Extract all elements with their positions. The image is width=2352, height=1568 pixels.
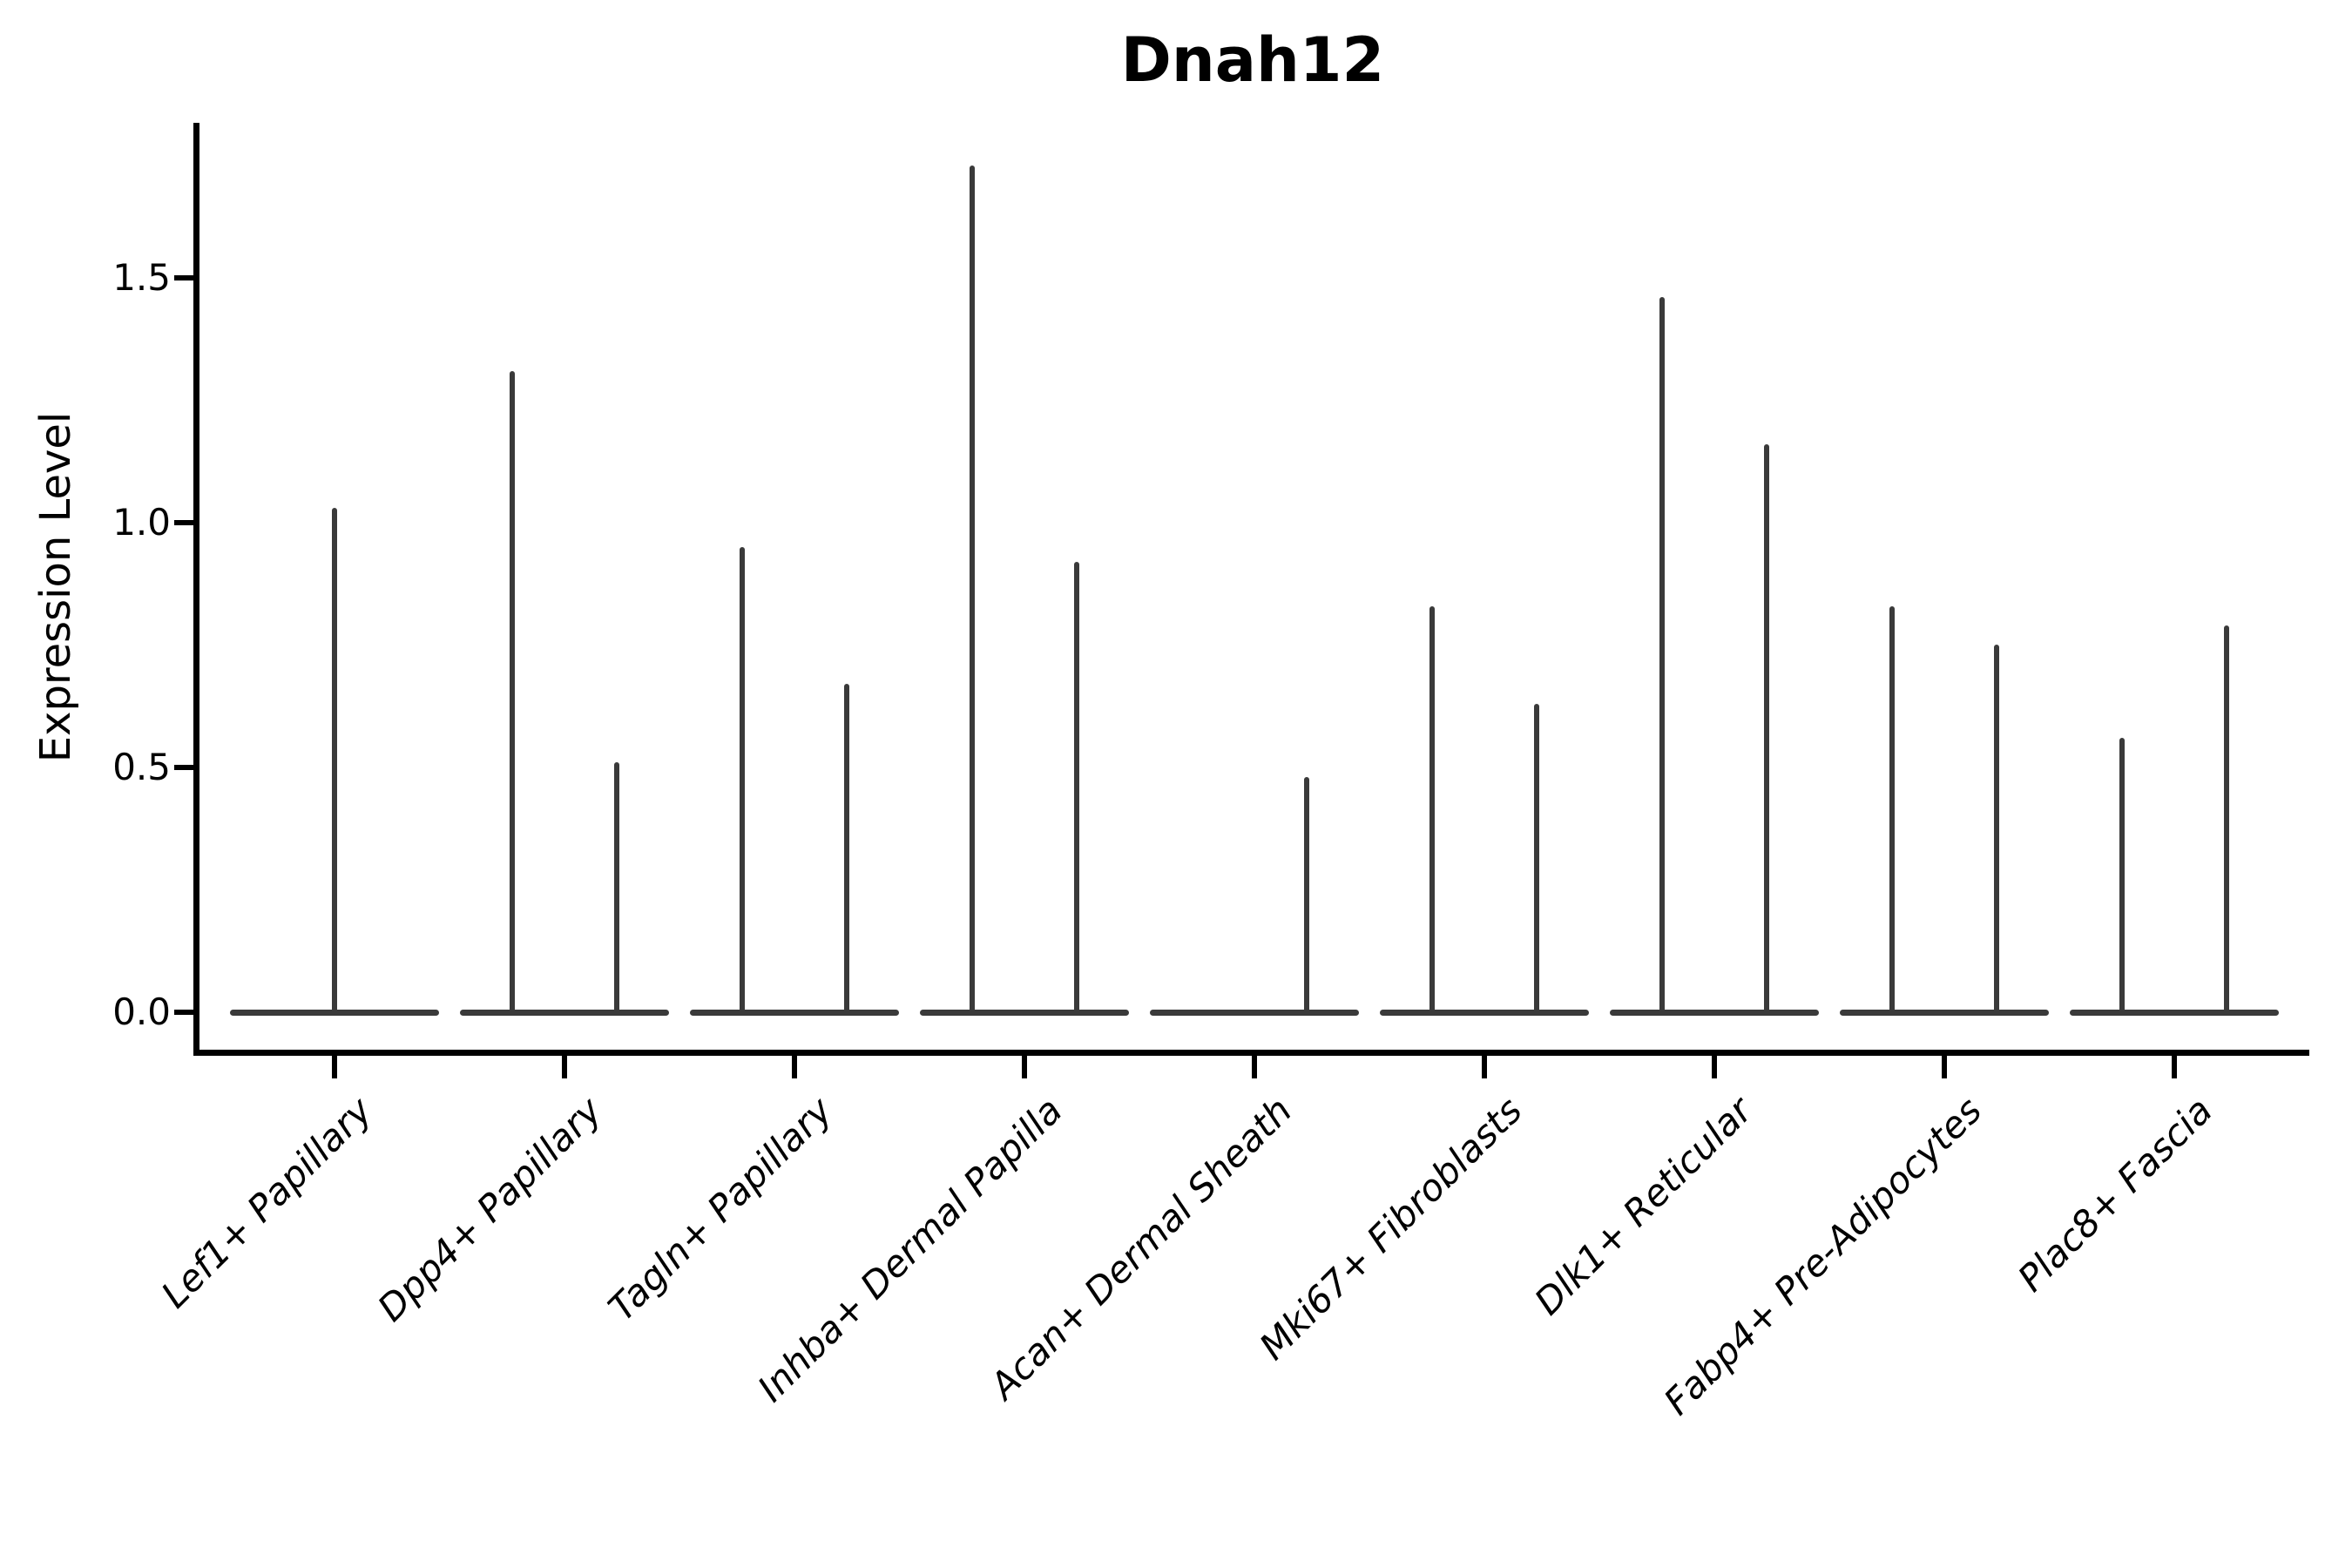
y-tick-label: 0.5 [112, 746, 171, 788]
bottom-spine [193, 1050, 2309, 1056]
x-tick-label: Mki67+ Fibroblasts [1251, 1089, 1531, 1369]
violin-baseline [1840, 1010, 2049, 1016]
violin-baseline [460, 1010, 669, 1016]
violin-spike [1429, 606, 1435, 1012]
y-tick [174, 275, 193, 280]
violin-spike [1659, 297, 1665, 1012]
violin-baseline [2070, 1010, 2279, 1016]
violin-spike [614, 762, 619, 1012]
x-tick [1252, 1056, 1257, 1078]
violin-baseline [690, 1010, 899, 1016]
x-tick-label: Dpp4+ Papillary [369, 1089, 611, 1330]
violin-spike [332, 508, 337, 1012]
y-tick [174, 765, 193, 770]
violin-spike [1534, 704, 1539, 1012]
left-spine [193, 123, 199, 1056]
y-tick-label: 1.5 [112, 256, 171, 299]
y-tick-label: 0.0 [112, 990, 171, 1033]
violin-baseline [230, 1010, 439, 1016]
x-tick-label: Dlk1+ Reticular [1525, 1089, 1761, 1323]
violin-spike [1074, 562, 1079, 1012]
violin-baseline [1380, 1010, 1589, 1016]
x-tick [562, 1056, 567, 1078]
y-tick [174, 520, 193, 525]
violin-spike [1304, 777, 1309, 1012]
x-tick [1482, 1056, 1487, 1078]
x-tick [1022, 1056, 1027, 1078]
violin-spike [2119, 738, 2125, 1012]
y-tick [174, 1010, 193, 1015]
x-tick-label: Lef1+ Papillary [152, 1089, 381, 1316]
x-tick [792, 1056, 797, 1078]
violin-spike [510, 371, 515, 1012]
y-tick-label: 1.0 [112, 501, 171, 544]
violin-spike [1889, 606, 1895, 1012]
x-tick [332, 1056, 337, 1078]
x-tick-label: Plac8+ Fascia [2009, 1089, 2220, 1301]
x-tick [1942, 1056, 1947, 1078]
violin-spike [1994, 645, 1999, 1012]
x-tick-label: Tagln+ Papillary [599, 1089, 841, 1329]
x-tick [2172, 1056, 2177, 1078]
violin-spike [844, 684, 849, 1012]
violin-baseline [920, 1010, 1129, 1016]
violin-spike [1764, 444, 1769, 1012]
x-tick [1712, 1056, 1717, 1078]
violin-spike [2224, 625, 2229, 1012]
figure-title: Dnah12 [1120, 24, 1385, 96]
violin-baseline [1150, 1010, 1359, 1016]
violin-baseline [1610, 1010, 1819, 1016]
violin-spike [740, 547, 745, 1012]
violin-spike [970, 166, 975, 1012]
